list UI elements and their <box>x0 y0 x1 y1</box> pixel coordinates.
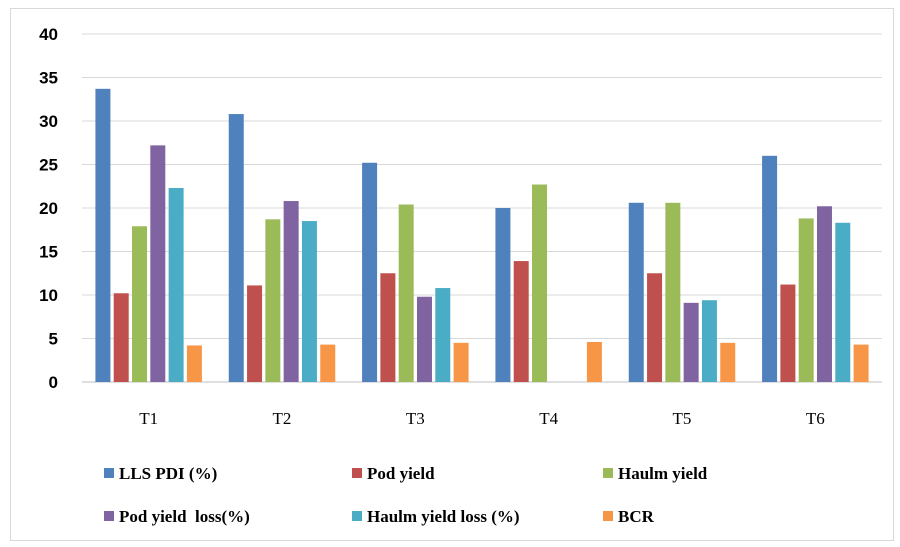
legend-swatch <box>603 468 613 478</box>
y-tick-label: 40 <box>39 25 58 44</box>
bar <box>150 145 166 382</box>
bar <box>113 293 129 382</box>
bar <box>228 114 244 382</box>
legend-swatch <box>352 511 362 521</box>
bar <box>247 285 263 382</box>
legend-label: Haulm yield <box>618 464 708 483</box>
bar <box>683 302 699 382</box>
y-tick-label: 15 <box>39 243 58 262</box>
bar <box>320 344 336 382</box>
legend-swatch <box>104 511 114 521</box>
bar <box>132 226 148 382</box>
bar <box>586 341 602 382</box>
bar <box>816 206 832 382</box>
bar <box>513 261 529 382</box>
bar <box>628 202 644 382</box>
bar <box>186 345 202 382</box>
bar <box>283 201 299 382</box>
bar <box>453 342 469 382</box>
legend-swatch <box>352 468 362 478</box>
bar <box>95 88 111 382</box>
legend-label: Haulm yield loss (%) <box>367 507 520 526</box>
y-tick-label: 30 <box>39 112 58 131</box>
bar <box>720 342 736 382</box>
x-tick-label: T3 <box>406 409 425 428</box>
x-tick-label: T5 <box>673 409 692 428</box>
legend-swatch <box>603 511 613 521</box>
bar <box>265 219 281 382</box>
y-tick-label: 20 <box>39 199 58 218</box>
x-tick-label: T6 <box>806 409 825 428</box>
bar <box>835 222 851 382</box>
x-tick-label: T4 <box>539 409 558 428</box>
x-tick-label: T1 <box>139 409 158 428</box>
y-tick-label: 0 <box>49 373 58 392</box>
bar <box>416 296 432 382</box>
bar <box>398 204 414 382</box>
bar <box>435 288 451 382</box>
legend-label: LLS PDI (%) <box>119 464 217 483</box>
y-tick-label: 10 <box>39 286 58 305</box>
legend-label: Pod yield loss(%) <box>119 507 250 526</box>
bar <box>762 155 778 382</box>
bar <box>780 284 796 382</box>
bar <box>495 208 511 382</box>
y-tick-label: 25 <box>39 156 58 175</box>
bar <box>168 187 184 382</box>
bar <box>665 202 681 382</box>
legend-label: Pod yield <box>367 464 435 483</box>
legend-label: BCR <box>618 507 655 526</box>
bar <box>701 300 717 382</box>
y-tick-label: 35 <box>39 69 58 88</box>
bar <box>301 221 317 382</box>
bar <box>647 273 663 382</box>
y-tick-label: 5 <box>49 330 58 349</box>
legend-swatch <box>104 468 114 478</box>
bar <box>853 344 869 382</box>
bar <box>362 162 378 382</box>
bar <box>798 218 814 382</box>
x-tick-label: T2 <box>273 409 292 428</box>
bar <box>380 273 396 382</box>
bar <box>532 184 548 382</box>
